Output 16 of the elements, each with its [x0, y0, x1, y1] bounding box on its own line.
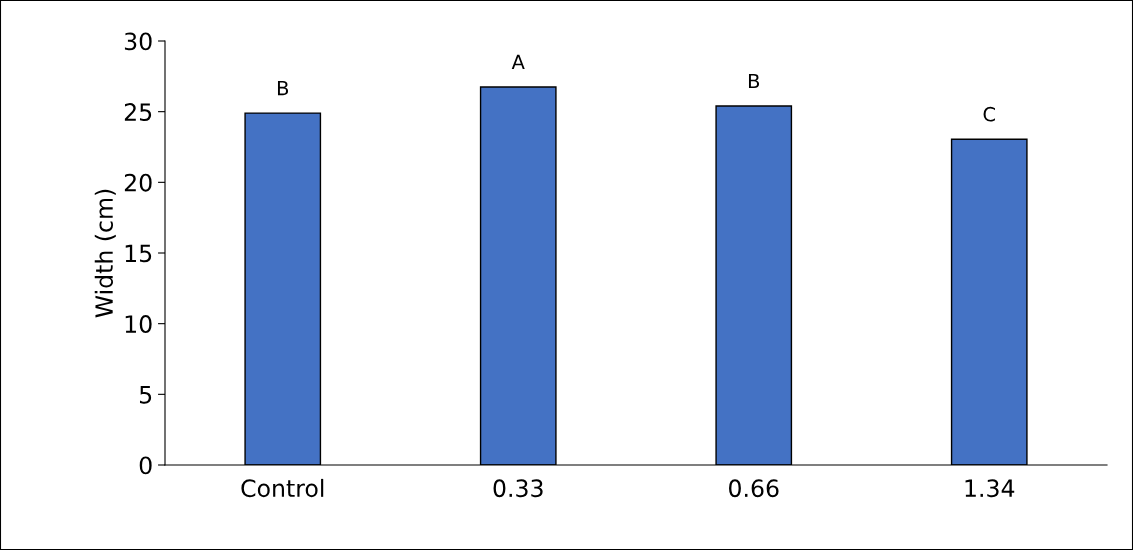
- y-tick-label: 30: [124, 32, 152, 51]
- x-tick-label: 1.34: [965, 479, 1015, 498]
- x-tick-label: 0.66: [729, 479, 779, 498]
- y-tick-label: 15: [125, 244, 152, 263]
- annotation: B: [277, 80, 289, 96]
- y-axis-title: Width (cm): [94, 189, 116, 318]
- annotation: C: [983, 106, 995, 122]
- y-tick-label: 25: [124, 103, 152, 121]
- y-tick-label: 5: [139, 386, 152, 404]
- annotation: B: [748, 73, 760, 89]
- x-tick-label: Control: [241, 478, 324, 498]
- y-tick-label: 0: [139, 456, 152, 475]
- y-tick-label: 20: [124, 173, 152, 192]
- annotation: A: [511, 54, 525, 69]
- y-tick-label: 10: [125, 315, 152, 333]
- x-tick-label: 0.33: [493, 479, 543, 498]
